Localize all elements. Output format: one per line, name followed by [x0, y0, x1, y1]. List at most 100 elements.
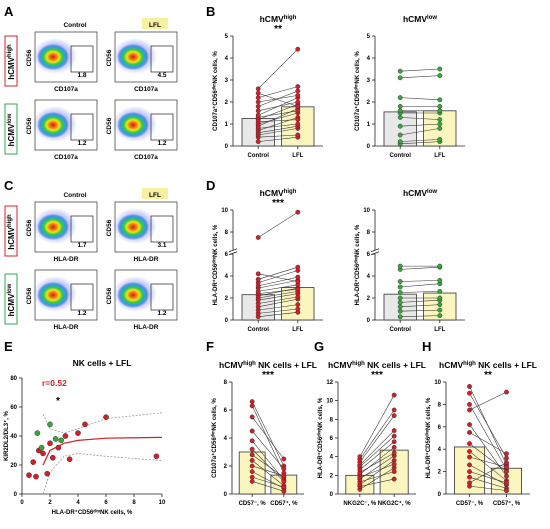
panel-d-2-pair-line [258, 287, 298, 297]
panel-d-2-title-sup: high [284, 189, 297, 195]
panel-d-2-title: hCMVhigh [260, 188, 297, 198]
panel-e-ytick-label: 60 [10, 405, 17, 411]
panel-b-1-point-b [437, 125, 443, 131]
panel-b-0-ytick-label: 0 [225, 144, 229, 150]
panel-b-1-xtick-label: LFL [434, 153, 445, 159]
panel-e-ci-lower [42, 452, 163, 495]
panel-h-7-title-sup: high [463, 361, 476, 367]
panel-f-5-point-a [249, 478, 255, 484]
panel-d-2-pair-line [258, 304, 298, 311]
panel-f-5-pair-line [251, 449, 285, 482]
panel-b-1-pair-line [400, 75, 440, 79]
panel-d-3-ytick-label: 2 [367, 296, 371, 302]
flow-gate [150, 45, 174, 73]
panel-letter-b: B [206, 4, 215, 19]
panel-b-0-point-a [255, 99, 261, 105]
panel-b-1-point-b [437, 66, 443, 72]
panel-d-3-point-a [397, 263, 403, 269]
panel-f-5-point-a [249, 457, 255, 463]
panel-g-6-point-a [357, 454, 363, 460]
panel-b-0-pair-line [258, 86, 298, 98]
panel-e-xtick-label: 10 [159, 500, 166, 506]
group-label-a-0: hCMVhigh [7, 44, 16, 80]
panel-d-2-point-b [295, 279, 301, 284]
panel-b-0-pair-line [258, 128, 298, 136]
flow-xlabel: CD107a [134, 86, 158, 93]
panel-d-2-ylabel: HLA-DR⁺CD56ᵈⁱᵐNK cells, % [210, 224, 219, 305]
panel-e-point-high [103, 414, 109, 420]
panel-b-1-point-a [397, 75, 403, 81]
panel-g-6-pair-line [359, 409, 395, 460]
panel-g-6-ytick-label: 12 [326, 380, 333, 386]
panel-d-2-point-b [295, 209, 301, 215]
flow-gate [70, 45, 94, 73]
panel-d-2-pair-line [258, 308, 298, 314]
panel-e-point-low [34, 430, 41, 436]
group-label-base: hCMV [7, 56, 16, 79]
panel-d-3-point-b [437, 307, 443, 313]
panel-e-title: NK cells + LFL [73, 358, 132, 368]
flow-xlabel: HLA-DR [134, 256, 159, 263]
panel-b-0-pair-line [258, 49, 298, 89]
panel-b-0-pair-line [258, 101, 298, 112]
panel-g-6-pair-line [359, 447, 395, 475]
panel-g-6-pair-line [359, 441, 395, 470]
panel-b-0-pair-line [258, 119, 298, 123]
panel-d-2-point-b [295, 264, 301, 270]
panel-f-5-ylabel: CD107a⁺CD56ᵈⁱᵐNK cells, % [209, 398, 218, 478]
flow-density-core [117, 44, 149, 70]
panel-d-3-pair-line [400, 315, 440, 317]
panel-d-2-xtick-label: LFL [292, 327, 303, 333]
panel-b-1-ytick-label: 4 [367, 56, 371, 62]
panel-g-6-point-b [391, 469, 397, 474]
panel-g-6-point-b [391, 450, 397, 456]
panel-d-2-ytick-label: 8 [225, 230, 229, 236]
panel-d-2-point-a [255, 235, 261, 240]
panel-g-6-pair-line [359, 463, 395, 478]
flow-ylabel: CD56 [106, 49, 113, 66]
panel-d-3-point-a [397, 295, 403, 301]
panel-b-1-pair-line [400, 128, 440, 136]
panel-letter-c: C [4, 178, 14, 193]
panel-f-5-title-rest: NK cells + LFL [256, 360, 317, 370]
group-label-base: hCMV [7, 293, 16, 316]
panel-h-7-ytick-label: 6 [438, 425, 442, 431]
panel-h-7-pair-line [469, 476, 507, 489]
flow-density-core [117, 112, 149, 138]
group-label-c-0: hCMVhigh [7, 214, 16, 250]
group-label-base: hCMV [7, 123, 16, 146]
panel-g-6-ytick-label: 8 [330, 417, 334, 423]
panel-e-point-low [47, 421, 53, 428]
flow-col-header-c-0: Control [63, 192, 86, 199]
panel-f-5-ytick-label: 8 [224, 380, 228, 386]
panel-b-1-ytick-label: 2 [367, 100, 371, 106]
panel-b-0-point-a [255, 95, 261, 101]
panel-b-1-title-sup: low [427, 15, 437, 21]
panel-d-2-pair-line [258, 298, 298, 308]
panel-g-6-ytick-label: 2 [330, 473, 334, 479]
panel-e-ytick-label: 0 [14, 492, 18, 498]
panel-e-fit-curve [42, 436, 163, 466]
panel-b-0-title: hCMVhigh [260, 14, 297, 24]
panel-b-0-pair-line [258, 108, 298, 127]
panel-b-0-title-base: hCMV [260, 14, 284, 24]
panel-d-3-point-a [397, 308, 403, 314]
panel-d-2-pair-line [258, 270, 298, 283]
panel-d-3-ylabel: HLA-DR⁺CD56ᵈⁱᵐNK cells, % [352, 224, 361, 305]
panel-b-1-title-base: hCMV [403, 14, 427, 24]
panel-h-7-point-a [467, 441, 472, 446]
panel-b-1-pair-line [400, 68, 440, 72]
group-box-c-1 [4, 273, 18, 325]
panel-d-3-pair-line [400, 304, 440, 308]
panel-d-2-point-b [295, 274, 301, 280]
panel-d-2-pair-line [258, 312, 298, 317]
panel-b-0-ylabel: CD107a⁺CD56ᵈⁱᵐNK cells, % [210, 51, 219, 131]
panel-f-5-point-a [249, 403, 255, 409]
panel-f-5-xtick-label: CD57⁻, % [239, 501, 267, 507]
panel-g-6-point-b [391, 428, 397, 433]
panel-h-7-point-a [467, 474, 472, 480]
flow-density-core [37, 282, 69, 308]
panel-f-5-point-a [249, 463, 255, 469]
flow-xlabel: CD107a [54, 86, 78, 93]
panel-d-3-title-base: hCMV [403, 188, 427, 198]
